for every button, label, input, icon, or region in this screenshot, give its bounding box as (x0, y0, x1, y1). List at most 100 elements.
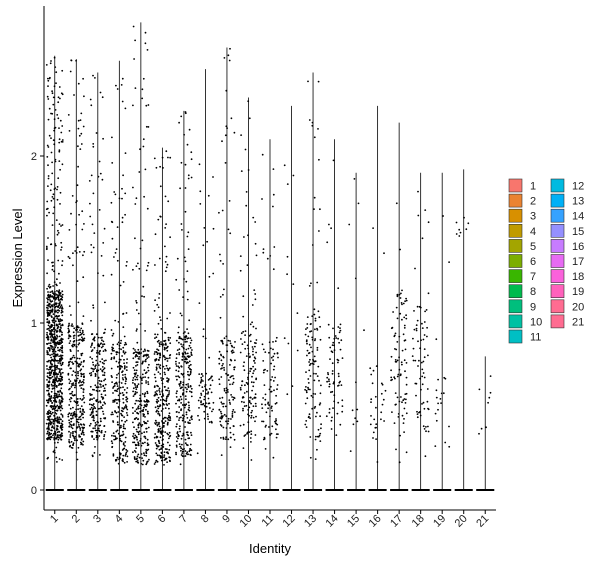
cell-point (69, 444, 72, 447)
cell-point (247, 347, 250, 350)
cell-point (167, 441, 169, 444)
cell-point (155, 447, 158, 450)
cell-point (46, 214, 48, 217)
violin-cluster-18 (411, 172, 430, 491)
cell-point (405, 451, 408, 454)
cell-point (308, 119, 311, 121)
cell-point (331, 362, 334, 365)
cell-point (95, 414, 98, 416)
cell-point (164, 331, 166, 334)
cell-point (186, 270, 189, 272)
cell-point (187, 373, 189, 376)
cell-point (180, 408, 183, 411)
cell-point (381, 403, 384, 406)
cell-point (112, 392, 114, 394)
cell-point (76, 418, 79, 421)
cell-point (304, 402, 307, 405)
cell-point (229, 446, 232, 448)
cell-point (126, 408, 129, 411)
cell-point (132, 421, 134, 424)
cell-point (229, 376, 232, 379)
cell-point (49, 189, 52, 192)
cell-point (225, 125, 228, 128)
cell-point (308, 361, 310, 363)
cell-point (339, 380, 341, 383)
cell-point (68, 130, 71, 132)
cell-point (396, 293, 399, 296)
cell-point (115, 84, 117, 87)
cell-point (54, 320, 57, 323)
cell-point (205, 402, 207, 404)
cell-point (136, 411, 139, 414)
cell-point (337, 326, 340, 328)
cell-point (157, 396, 160, 399)
cell-point (45, 422, 48, 425)
cell-point (96, 362, 99, 365)
cell-point (286, 393, 289, 396)
cell-point (125, 412, 128, 414)
cell-point (53, 335, 56, 338)
cell-point (122, 386, 124, 389)
cell-point (69, 349, 72, 351)
cell-point (305, 339, 308, 342)
cell-point (69, 357, 72, 360)
x-tick-label: 20 (453, 513, 470, 530)
cell-point (58, 127, 60, 129)
cell-point (46, 318, 49, 320)
cell-point (101, 96, 104, 99)
cell-point (144, 372, 147, 375)
cell-point (98, 209, 101, 211)
cell-point (89, 422, 92, 425)
cell-point (153, 436, 156, 439)
cell-point (50, 371, 53, 374)
cell-point (133, 426, 135, 429)
cell-point (57, 318, 60, 321)
violin-cluster-15 (347, 172, 366, 491)
cell-point (58, 335, 61, 338)
cell-point (414, 267, 416, 270)
cell-point (115, 430, 118, 433)
cell-point (417, 365, 419, 367)
cell-point (381, 383, 384, 386)
cell-point (178, 348, 181, 351)
cell-point (59, 339, 62, 342)
cell-point (76, 398, 79, 400)
cell-point (90, 403, 93, 406)
cell-point (154, 419, 157, 422)
cell-point (101, 404, 104, 407)
cell-point (354, 277, 357, 280)
cell-point (415, 327, 418, 330)
cell-point (337, 337, 339, 340)
cell-point (124, 404, 127, 407)
cell-point (225, 372, 228, 375)
cell-point (176, 349, 179, 351)
cell-point (113, 438, 116, 441)
cell-point (47, 164, 49, 167)
cell-point (61, 420, 64, 423)
cell-point (71, 390, 74, 393)
cell-point (185, 413, 188, 416)
cell-point (46, 301, 49, 304)
cell-point (75, 326, 78, 329)
cell-point (306, 323, 309, 325)
legend-swatch (508, 239, 523, 253)
cell-point (121, 414, 124, 417)
cell-point (104, 301, 106, 304)
cell-point (268, 351, 270, 354)
cell-point (132, 441, 134, 444)
legend-label: 20 (572, 301, 584, 313)
cell-point (96, 369, 98, 371)
cell-point (395, 348, 398, 351)
x-tick-label: 8 (199, 513, 212, 526)
cell-point (157, 439, 160, 442)
cell-point (188, 364, 191, 367)
cell-point (167, 395, 169, 398)
cell-point (227, 374, 230, 376)
cell-point (51, 268, 54, 271)
cell-point (58, 320, 61, 323)
cell-point (312, 396, 314, 399)
cell-point (53, 281, 56, 283)
legend-swatch (508, 178, 523, 193)
cell-point (416, 416, 419, 419)
violin-cluster-19 (433, 172, 452, 491)
